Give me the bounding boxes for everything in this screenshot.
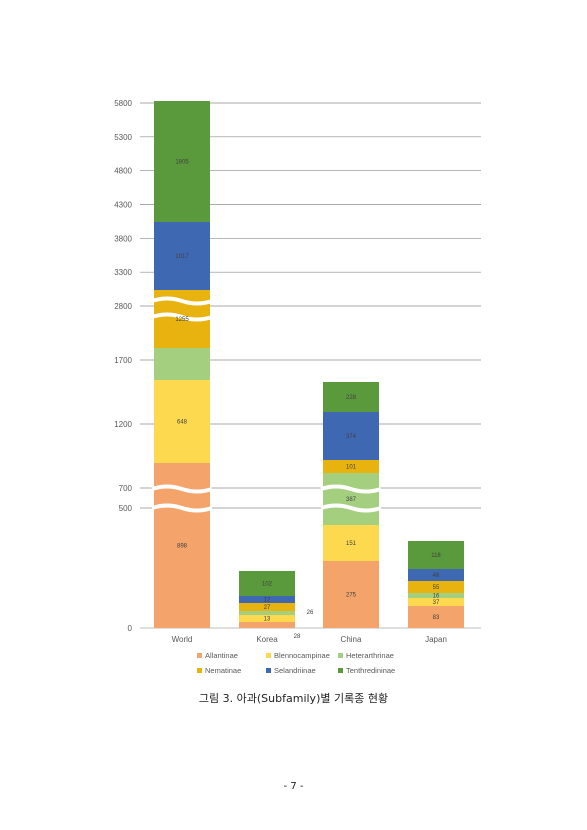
bar-segment-nematinae — [408, 581, 464, 593]
legend-label: Nematinae — [205, 666, 241, 675]
bar-segment-allantinae — [408, 606, 464, 628]
data-label: 48 — [433, 573, 440, 579]
legend-label: Heterarthrinae — [346, 651, 394, 660]
page-number: - 7 - — [283, 781, 304, 792]
bar-segment-selandriinae — [239, 596, 295, 603]
y-tick-label: 500 — [119, 504, 133, 513]
data-label: 16 — [433, 594, 440, 600]
legend-label: Allantinae — [205, 651, 238, 660]
bar-segment-blennocampinae — [154, 380, 210, 463]
y-tick-label: 1200 — [114, 420, 132, 429]
bar-segment-nematinae — [323, 460, 379, 473]
bar-segment-nematinae — [239, 603, 295, 611]
axis-break-wave — [151, 484, 213, 494]
data-label: 898 — [177, 544, 188, 550]
bar-segment-allantinae — [323, 561, 379, 628]
bar-segment-heterarthrinae — [408, 593, 464, 598]
bar-segment-tenthredininae — [154, 101, 210, 222]
data-label: 102 — [262, 582, 273, 588]
bar-segment-heterarthrinae — [323, 473, 379, 525]
bar-segment-tenthredininae — [323, 382, 379, 412]
data-label: 228 — [346, 395, 357, 401]
axis-break-wave — [320, 484, 382, 494]
y-tick-label: 700 — [119, 484, 133, 493]
legend-label: Tenthredininae — [346, 666, 395, 675]
y-tick-label: 4300 — [114, 201, 132, 210]
data-label: 374 — [346, 434, 357, 440]
bar-segment-blennocampinae — [239, 615, 295, 622]
axis-break-wave — [151, 312, 213, 322]
data-label: 118 — [431, 553, 441, 559]
axis-break-wave — [151, 503, 213, 513]
data-label: 37 — [433, 600, 440, 606]
data-label: 387 — [346, 497, 357, 503]
data-label: 101 — [346, 465, 357, 471]
data-label: 648 — [177, 420, 188, 426]
x-axis-categories: World Korea China Japan — [172, 635, 447, 644]
y-tick-label: 3800 — [114, 234, 132, 243]
data-label: 28 — [294, 634, 301, 640]
legend-label: Selandriinae — [274, 666, 316, 675]
data-label: 26 — [307, 610, 314, 616]
stacked-bar-chart: 0 500 700 1200 1700 2800 3300 3800 4300 4800 5300 5… — [114, 99, 481, 675]
data-label: 1017 — [175, 254, 189, 260]
bar-segment-selandriinae — [408, 569, 464, 581]
axis-break-wave — [151, 296, 213, 306]
legend-swatch — [197, 653, 202, 658]
bar-segment-selandriinae — [154, 222, 210, 290]
data-label: 151 — [346, 541, 357, 547]
axis-break-marks — [151, 296, 382, 513]
bar-segment-blennocampinae — [408, 598, 464, 606]
data-label: 1805 — [175, 160, 189, 166]
legend: Allantinae Blennocampinae Heterarthrinae Ne… — [197, 651, 395, 675]
data-label: 1255 — [175, 317, 189, 323]
y-tick-label: 5800 — [114, 99, 132, 108]
data-label: 83 — [433, 615, 440, 621]
legend-swatch — [338, 653, 343, 658]
data-label: 12 — [264, 598, 271, 604]
y-axis-ticks: 0 500 700 1200 1700 2800 3300 3800 4300 4800 5300 5… — [114, 99, 132, 633]
bar-segment-blennocampinae — [323, 525, 379, 561]
data-label: 27 — [264, 605, 271, 611]
y-tick-label: 0 — [128, 624, 133, 633]
x-category-label: China — [341, 635, 362, 644]
legend-swatch — [197, 668, 202, 673]
bar-segment-heterarthrinae — [154, 348, 210, 380]
bar-segment-selandriinae — [323, 412, 379, 460]
bars — [154, 101, 464, 628]
bar-segment-tenthredininae — [408, 541, 464, 569]
legend-swatch — [338, 668, 343, 673]
y-tick-label: 1700 — [114, 356, 132, 365]
legend-swatch — [266, 653, 271, 658]
x-category-label: World — [172, 635, 193, 644]
y-tick-label: 5300 — [114, 133, 132, 142]
y-tick-label: 3300 — [114, 268, 132, 277]
figure-caption: 그림 3. 아과(Subfamily)별 기록종 현황 — [198, 692, 389, 705]
data-label: 55 — [433, 585, 440, 591]
y-tick-label: 4800 — [114, 167, 132, 176]
x-category-label: Japan — [425, 635, 447, 644]
x-category-label: Korea — [256, 635, 278, 644]
data-label: 13 — [264, 617, 271, 623]
legend-swatch — [266, 668, 271, 673]
axis-break-wave — [320, 503, 382, 513]
y-tick-label: 2800 — [114, 302, 132, 311]
bar-segment-allantinae — [239, 622, 295, 628]
bar-segment-tenthredininae — [239, 571, 295, 596]
data-label: 275 — [346, 593, 357, 599]
legend-label: Blennocampinae — [274, 651, 330, 660]
bar-segment-heterarthrinae — [239, 611, 295, 615]
